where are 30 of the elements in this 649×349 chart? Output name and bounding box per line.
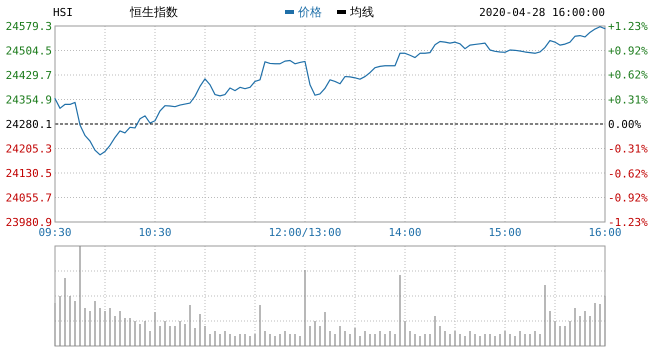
x-tick-label: 09:30 bbox=[38, 226, 72, 239]
y2-tick-label: +1.23% bbox=[608, 20, 648, 33]
x-tick-label: 10:30 bbox=[138, 226, 172, 239]
x-tick-label: 14:00 bbox=[388, 226, 422, 239]
y-tick-label: 24055.7 bbox=[6, 192, 52, 204]
y2-tick-label: +0.92% bbox=[608, 44, 648, 58]
y-tick-label: 24504.5 bbox=[6, 44, 52, 58]
legend-label: 均线 bbox=[349, 5, 374, 19]
y2-tick-label: -1.23% bbox=[608, 216, 648, 229]
y2-tick-label: -0.62% bbox=[608, 167, 648, 180]
y-tick-label: 24205.3 bbox=[6, 142, 52, 156]
y2-tick-label: +0.31% bbox=[608, 93, 648, 106]
chart-subtitle: 恒生指数 bbox=[129, 5, 178, 19]
y2-tick-label: 0.00% bbox=[608, 118, 642, 131]
y-tick-label: 24130.5 bbox=[6, 167, 52, 180]
x-tick-label: 15:00 bbox=[488, 226, 522, 239]
y-tick-label: 24280.1 bbox=[6, 118, 52, 131]
line-series bbox=[54, 26, 606, 156]
y2-tick-label: +0.62% bbox=[608, 68, 648, 82]
y2-tick-label: -0.31% bbox=[608, 142, 648, 156]
y-tick-label: 23980.9 bbox=[6, 216, 52, 229]
y2-tick-label: -0.92% bbox=[608, 191, 648, 204]
y-tick-label: 24579.3 bbox=[6, 20, 52, 33]
x-tick-label: 16:00 bbox=[588, 226, 622, 239]
x-tick-label: 12:00/13:00 bbox=[268, 226, 342, 239]
legend-label: 价格 bbox=[297, 5, 322, 19]
chart-title: HSI bbox=[53, 6, 73, 19]
y-tick-label: 24429.7 bbox=[6, 69, 52, 82]
y-tick-label: 24354.9 bbox=[6, 94, 52, 106]
text: 2020-04-28 16:00:00 bbox=[479, 6, 605, 19]
